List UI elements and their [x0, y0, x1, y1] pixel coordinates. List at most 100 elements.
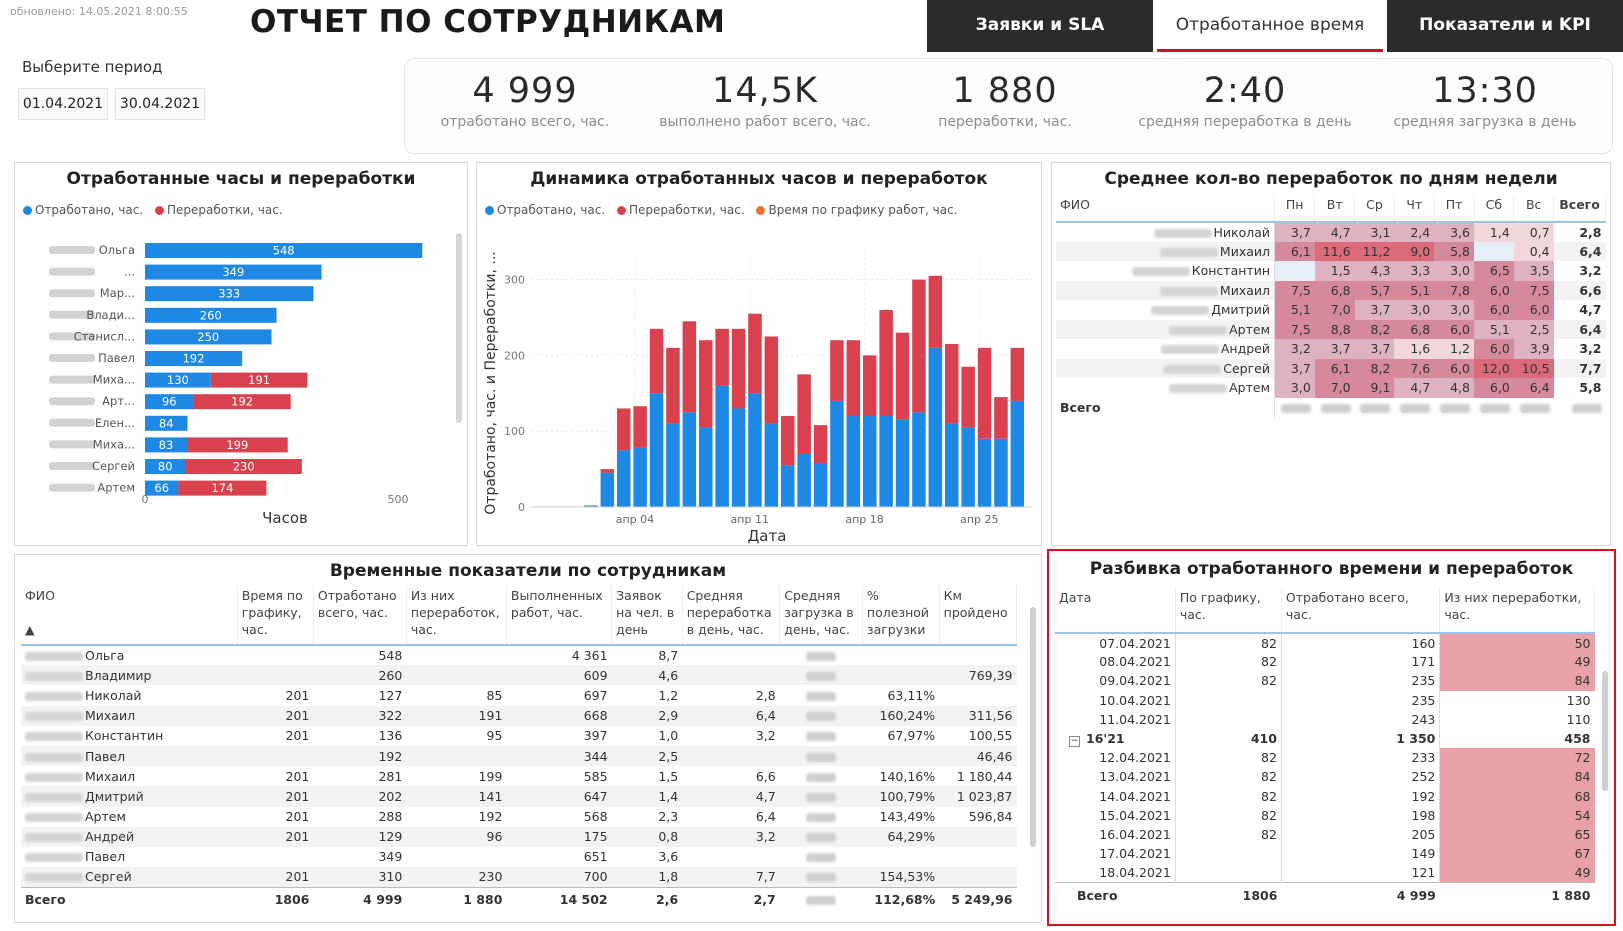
legend-item-overtime[interactable]: Переработки, час.	[617, 203, 745, 217]
column-worked[interactable]	[1010, 400, 1025, 507]
panel-worked-hours-chart[interactable]: Отработанные часы и переработки Отработа…	[14, 162, 468, 546]
matrix-row[interactable]: Артем 7,5 8,8 8,2 6,8 6,0 5,1 2,5 6,4	[1056, 319, 1606, 339]
column-overtime[interactable]	[994, 397, 1008, 439]
matrix-row[interactable]: Константин 1,5 4,3 3,3 3,0 6,5 3,5 3,2	[1056, 261, 1606, 281]
table-row[interactable]: Владимир 260 609 4,6 769,39	[21, 665, 1017, 686]
matrix-cell[interactable]: 3,6	[1434, 222, 1474, 242]
bar-worked[interactable]	[145, 415, 188, 431]
column-worked[interactable]	[633, 447, 647, 507]
bar-worked[interactable]	[145, 394, 194, 410]
matrix-cell[interactable]: 6,1	[1274, 241, 1315, 261]
table-row[interactable]: Ольга 548 4 361 8,7	[21, 645, 1017, 665]
date-row[interactable]: 08.04.2021 82 171 49	[1055, 652, 1595, 672]
column-overtime[interactable]	[879, 309, 893, 417]
matrix-cell[interactable]: 6,0	[1513, 300, 1554, 320]
matrix-cell[interactable]: 1,5	[1314, 261, 1355, 281]
employee-table[interactable]: ФИО ▲ Время по графику, час. Отработано все…	[21, 585, 1018, 911]
column-overtime[interactable]	[895, 332, 910, 420]
bar-worked[interactable]	[145, 329, 272, 345]
matrix-row[interactable]: Михаил 7,5 6,8 5,7 5,1 7,8 6,0 7,5 6,6	[1056, 280, 1606, 300]
matrix-cell[interactable]: 8,2	[1354, 319, 1395, 339]
date-row[interactable]: 09.04.2021 82 235 84	[1055, 671, 1595, 691]
matrix-cell[interactable]: 7,0	[1314, 300, 1355, 320]
matrix-cell[interactable]: 6,0	[1474, 339, 1514, 359]
matrix-cell[interactable]: 8,2	[1354, 358, 1395, 378]
table-row[interactable]: Павел 192 344 2,5 46,46	[21, 745, 1017, 767]
table-row[interactable]: Дмитрий 201 202 141 647 1,4 4,7 100,79% 1 023,87	[21, 786, 1017, 807]
table-row[interactable]: Константин 201 136 95 397 1,0 3,2 67,97% 100,55	[21, 726, 1017, 746]
matrix-cell[interactable]: 12,0	[1474, 358, 1514, 378]
matrix-cell[interactable]: 5,1	[1274, 300, 1315, 320]
column-header[interactable]: ФИО ▲	[21, 585, 238, 646]
legend-item-worked[interactable]: Отработано, час.	[23, 203, 143, 217]
matrix-cell[interactable]: 7,5	[1274, 280, 1315, 300]
matrix-cell[interactable]: 2,5	[1513, 319, 1554, 339]
column-chart-svg[interactable]: 0 100 200 300 апр 04 апр 11 апр 18 апр 25 Отрабо…	[477, 223, 1041, 545]
weekday-matrix[interactable]: ФИО Пн Вт Ср Чт Пт Сб Вс Всего Николай 3,7 4,7 3,1 2,…	[1056, 195, 1606, 418]
panel-dynamics-chart[interactable]: Динамика отработанных часов и переработо…	[476, 162, 1042, 546]
column-header[interactable]: Отработано всего, час.	[313, 585, 407, 646]
column-worked[interactable]	[830, 400, 844, 507]
bar-overtime[interactable]	[193, 394, 291, 410]
date-row[interactable]: 12.04.2021 82 233 72	[1055, 748, 1595, 768]
column-overtime[interactable]	[912, 279, 926, 413]
column-overtime[interactable]	[633, 406, 647, 448]
column-overtime[interactable]	[961, 366, 975, 428]
matrix-cell[interactable]: 3,0	[1434, 300, 1474, 320]
bar-worked[interactable]	[145, 437, 187, 453]
matrix-cell[interactable]: 1,4	[1474, 222, 1514, 242]
column-overtime[interactable]	[928, 275, 943, 348]
column-overtime[interactable]	[764, 336, 779, 424]
column-overtime[interactable]	[666, 347, 680, 424]
column-overtime[interactable]	[699, 340, 713, 428]
column-header[interactable]: Средняя переработка в день, час.	[682, 585, 781, 646]
tab-worked-time[interactable]: Отработанное время	[1157, 0, 1383, 52]
bar-worked[interactable]	[145, 243, 423, 258]
matrix-cell[interactable]: 4,8	[1434, 378, 1474, 398]
table-row[interactable]: Павел 349 651 3,6	[21, 847, 1017, 867]
column-worked[interactable]	[797, 453, 811, 507]
column-overtime[interactable]	[617, 408, 631, 451]
column-worked[interactable]	[945, 423, 959, 507]
column-worked[interactable]	[813, 463, 828, 507]
tab-requests-sla[interactable]: Заявки и SLA	[927, 0, 1153, 52]
column-worked[interactable]	[666, 423, 680, 507]
matrix-cell[interactable]: 3,7	[1354, 300, 1395, 320]
matrix-row[interactable]: Дмитрий 5,1 7,0 3,7 3,0 3,0 6,0 6,0 4,7	[1056, 300, 1606, 320]
collapse-icon[interactable]: −	[1069, 735, 1080, 747]
date-row[interactable]: 16.04.2021 82 205 65	[1055, 824, 1595, 845]
column-header[interactable]: Чт	[1394, 195, 1435, 223]
matrix-cell[interactable]: 3,2	[1274, 339, 1315, 359]
legend-item-overtime[interactable]: Переработки, час.	[155, 203, 283, 217]
column-header[interactable]: По графику, час.	[1175, 587, 1282, 634]
matrix-cell[interactable]: 6,5	[1474, 261, 1514, 281]
column-worked[interactable]	[977, 438, 992, 507]
matrix-cell[interactable]: 6,8	[1394, 319, 1435, 339]
column-overtime[interactable]	[649, 328, 664, 394]
matrix-cell[interactable]: 7,5	[1274, 319, 1315, 339]
bar-worked[interactable]	[145, 286, 314, 302]
column-overtime[interactable]	[600, 469, 615, 473]
column-header[interactable]: Вс	[1513, 195, 1555, 223]
column-worked[interactable]	[584, 505, 598, 507]
column-overtime[interactable]	[731, 328, 746, 409]
column-header[interactable]: Из них переработки, час.	[1439, 587, 1595, 634]
date-row[interactable]: 15.04.2021 82 198 54	[1055, 805, 1595, 825]
matrix-row[interactable]: Михаил 6,1 11,6 11,2 9,0 5,8 0,4 6,4	[1056, 241, 1606, 261]
bar-worked[interactable]	[145, 307, 277, 323]
column-header[interactable]: Км пройдено	[939, 585, 1018, 646]
column-header[interactable]: Средняя загрузка в день, час.	[779, 585, 863, 646]
table-row[interactable]: Михаил 201 281 199 585 1,5 6,6 140,16% 1 180,44	[21, 766, 1017, 786]
legend-item-schedule[interactable]: Время по графику работ, час.	[756, 203, 957, 217]
date-from-input[interactable]: 01.04.2021	[18, 88, 108, 120]
daily-breakdown-table[interactable]: Дата По графику, час. Отработано всего, ча…	[1055, 587, 1595, 908]
matrix-cell[interactable]: 3,5	[1513, 261, 1554, 281]
matrix-cell[interactable]: 5,1	[1394, 280, 1435, 300]
matrix-cell[interactable]: 3,9	[1513, 339, 1554, 359]
sort-arrow-icon[interactable]: ▲	[25, 622, 35, 637]
date-row[interactable]: 11.04.2021 243 110	[1055, 709, 1595, 729]
matrix-cell[interactable]: 9,0	[1394, 241, 1435, 261]
bar-worked[interactable]	[145, 351, 243, 366]
scrollbar[interactable]	[1602, 671, 1608, 791]
matrix-row[interactable]: Артем 3,0 7,0 9,1 4,7 4,8 6,0 6,4 5,8	[1056, 378, 1606, 398]
